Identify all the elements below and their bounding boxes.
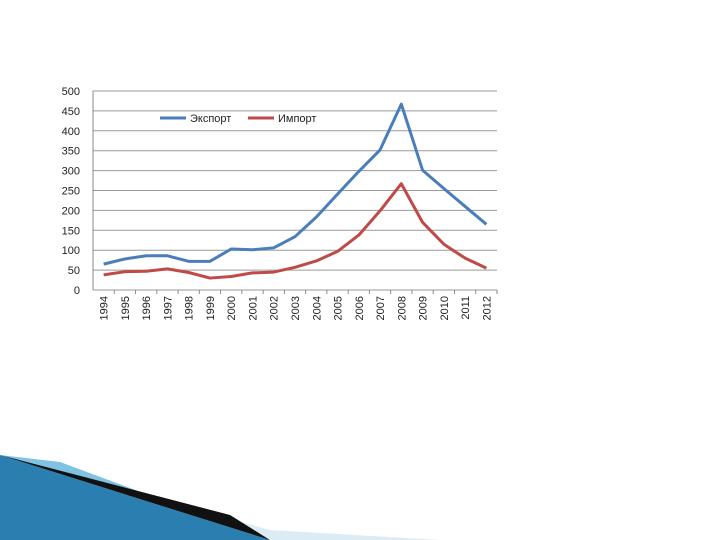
y-tick-label: 350 xyxy=(62,146,80,158)
x-tick-label: 1994 xyxy=(99,296,111,320)
x-tick-label: 2005 xyxy=(333,296,345,320)
y-tick-label: 450 xyxy=(62,106,80,118)
x-tick-label: 2006 xyxy=(354,296,366,320)
x-tick-label: 2007 xyxy=(375,296,387,320)
legend-label: Экспорт xyxy=(190,113,231,125)
x-tick-label: 2012 xyxy=(481,296,493,320)
x-tick-label: 1995 xyxy=(120,296,132,320)
x-tick-label: 2000 xyxy=(226,296,238,320)
series-line xyxy=(103,182,488,280)
x-tick-label: 2008 xyxy=(396,296,408,320)
x-tick-label: 1997 xyxy=(162,296,174,320)
x-tick-label: 1998 xyxy=(184,296,196,320)
chart: 0 50 100 150 200 250 300 350 400 450 500 1994 1995 19… xyxy=(62,86,498,320)
x-tick-label: 1996 xyxy=(141,296,153,320)
x-tick-label: 2002 xyxy=(269,296,281,320)
y-tick-label: 250 xyxy=(62,186,80,198)
y-tick-label: 150 xyxy=(62,225,80,237)
x-tick-label: 2004 xyxy=(311,296,323,320)
y-tick-label: 50 xyxy=(68,265,80,277)
x-tick-label: 2001 xyxy=(247,296,259,320)
x-tick-label: 2010 xyxy=(439,296,451,320)
y-tick-label: 500 xyxy=(62,86,80,98)
x-tick-label: 2011 xyxy=(460,296,472,320)
y-tick-label: 0 xyxy=(74,285,80,297)
x-tick-label: 2003 xyxy=(290,296,302,320)
x-tick-label: 1999 xyxy=(205,296,217,320)
x-tick-label: 2009 xyxy=(418,296,430,320)
decor-triangle xyxy=(0,455,270,540)
y-tick-label: 400 xyxy=(62,126,80,138)
series-line xyxy=(103,102,488,266)
legend-label: Импорт xyxy=(278,113,316,125)
y-tick-label: 300 xyxy=(62,166,80,178)
y-tick-label: 100 xyxy=(62,245,80,257)
y-tick-label: 200 xyxy=(62,205,80,217)
